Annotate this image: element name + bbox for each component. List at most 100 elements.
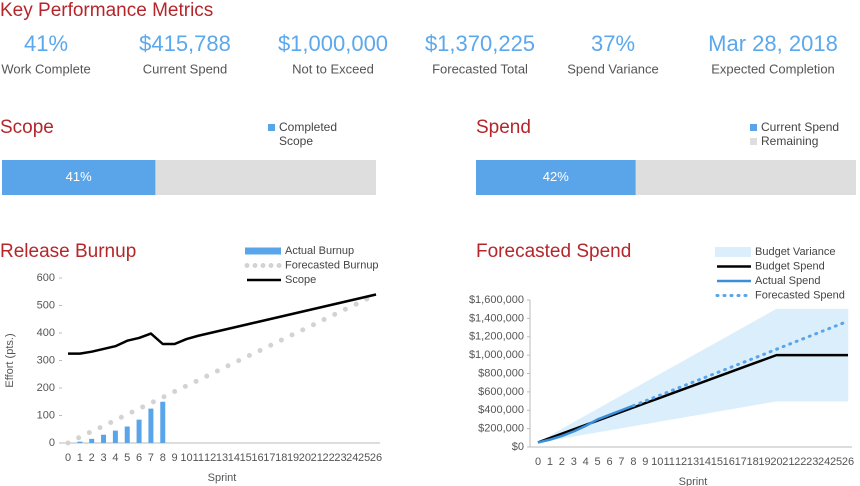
y-tick-label: 100	[37, 409, 55, 421]
bar	[89, 438, 95, 443]
legend-swatch	[715, 247, 751, 257]
x-tick-label: 14	[228, 452, 240, 464]
section-title: Scope	[0, 117, 54, 138]
legend-label: Remaining	[761, 134, 819, 148]
x-tick-label: 0	[535, 456, 541, 468]
x-tick-label: 1	[77, 452, 83, 464]
x-tick-label: 8	[160, 452, 166, 464]
x-tick-label: 24	[818, 456, 830, 468]
y-tick-label: $200,000	[478, 423, 524, 435]
bar	[101, 434, 107, 443]
y-tick-label: $800,000	[478, 367, 524, 379]
y-tick-label: $600,000	[478, 386, 524, 398]
x-tick-label: 5	[124, 452, 130, 464]
x-tick-label: 26	[842, 456, 854, 468]
y-tick-label: $1,600,000	[469, 294, 524, 306]
y-tick-label: $0	[512, 441, 524, 453]
y-tick-label: $1,000,000	[469, 349, 524, 361]
x-tick-label: 1	[547, 456, 553, 468]
bar	[124, 426, 130, 443]
x-tick-label: 26	[370, 452, 382, 464]
chart-title: Forecasted Spend	[476, 241, 631, 262]
progress-label: 42%	[543, 169, 569, 184]
legend-item: Completed Scope	[279, 120, 338, 148]
x-tick-label: 14	[699, 456, 711, 468]
x-tick-label: 11	[193, 452, 204, 464]
x-tick-label: 17	[263, 452, 275, 464]
progress-fill	[2, 160, 156, 195]
legend-label: Actual Burnup	[285, 245, 354, 257]
x-tick-label: 19	[758, 456, 770, 468]
y-tick-label: $400,000	[478, 404, 524, 416]
page-title: Key Performance Metrics	[0, 0, 213, 21]
x-tick-label: 18	[746, 456, 758, 468]
x-tick-label: 18	[275, 452, 287, 464]
y-tick-label: $1,400,000	[469, 312, 524, 324]
x-tick-label: 23	[334, 452, 346, 464]
kpi-label: Expected Completion	[711, 61, 835, 76]
series-line	[65, 292, 379, 446]
chart-title: Release Burnup	[0, 241, 136, 262]
x-tick-label: 20	[770, 456, 782, 468]
legend-label: Completed Scope	[279, 120, 338, 148]
x-tick-label: 4	[583, 456, 589, 468]
x-tick-label: 13	[687, 456, 699, 468]
bar	[148, 408, 154, 443]
series-line	[68, 293, 377, 355]
x-tick-label: 8	[630, 456, 636, 468]
bar	[160, 401, 166, 443]
x-tick-label: 19	[287, 452, 299, 464]
x-tick-label: 6	[606, 456, 612, 468]
x-tick-label: 20	[299, 452, 311, 464]
x-tick-label: 7	[618, 456, 624, 468]
progress-label: 41%	[66, 169, 92, 184]
y-tick-label: 0	[49, 437, 55, 449]
kpi-label: Current Spend	[143, 61, 228, 76]
x-tick-label: 5	[595, 456, 601, 468]
x-tick-label: 17	[735, 456, 747, 468]
x-tick-label: 4	[112, 452, 118, 464]
x-tick-label: 12	[675, 456, 687, 468]
bar	[112, 430, 118, 443]
x-tick-label: 6	[136, 452, 142, 464]
x-tick-label: 24	[346, 452, 358, 464]
x-tick-label: 0	[65, 452, 71, 464]
y-axis-label: Effort (pts.)	[4, 333, 16, 387]
y-tick-label: $1,200,000	[469, 331, 524, 343]
kpi-value: 41%	[24, 31, 68, 56]
y-tick-label: 600	[37, 272, 55, 284]
x-tick-label: 2	[559, 456, 565, 468]
x-tick-label: 3	[571, 456, 577, 468]
bar	[77, 441, 83, 443]
x-tick-label: 21	[311, 452, 323, 464]
x-tick-label: 15	[240, 452, 252, 464]
kpi-label: Forecasted Total	[432, 61, 528, 76]
y-tick-label: 500	[37, 299, 55, 311]
x-tick-label: 3	[100, 452, 106, 464]
legend-swatch	[750, 138, 757, 145]
kpi-label: Spend Variance	[567, 61, 659, 76]
x-tick-label: 23	[806, 456, 818, 468]
x-tick-label: 9	[172, 452, 178, 464]
legend-label: Actual Spend	[755, 275, 820, 287]
y-tick-label: 200	[37, 382, 55, 394]
kpi-value: $1,000,000	[278, 31, 388, 56]
legend-label: Forecasted Spend	[755, 289, 845, 301]
y-tick-label: 400	[37, 327, 55, 339]
x-axis-label: Sprint	[679, 476, 708, 486]
legend-label: Current Spend	[761, 120, 840, 134]
x-tick-label: 22	[322, 452, 334, 464]
series-line	[537, 404, 634, 444]
legend-swatch	[245, 247, 281, 255]
x-tick-label: 7	[148, 452, 154, 464]
legend-label: Forecasted Burnup	[285, 259, 379, 271]
x-tick-label: 11	[663, 456, 674, 468]
legend-label: Budget Spend	[755, 260, 825, 272]
x-tick-label: 12	[204, 452, 216, 464]
x-tick-label: 16	[723, 456, 735, 468]
x-tick-label: 16	[251, 452, 263, 464]
x-tick-label: 9	[642, 456, 648, 468]
x-axis-label: Sprint	[208, 472, 237, 484]
legend-swatch	[268, 124, 275, 131]
